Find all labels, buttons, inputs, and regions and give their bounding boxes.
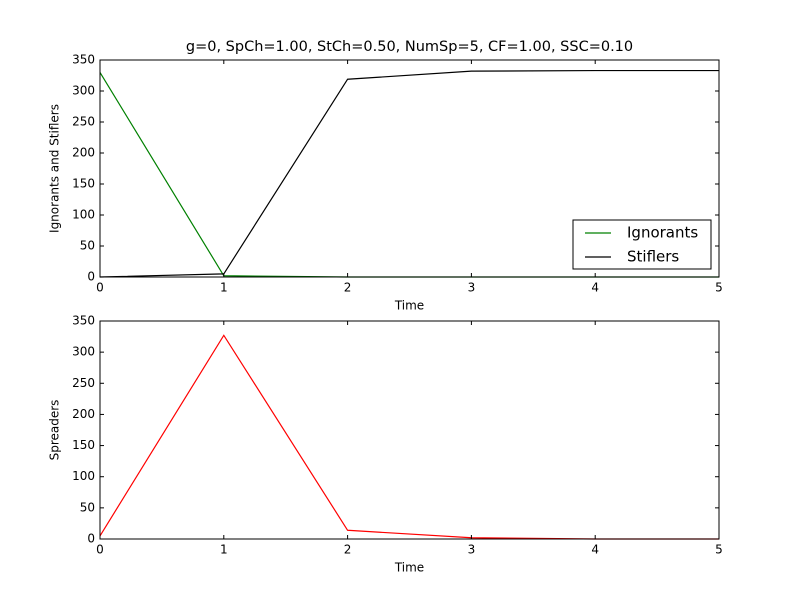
x-tick-label: 4: [591, 281, 599, 295]
y-tick-label: 200: [72, 146, 95, 160]
series-line: [99, 69, 719, 278]
y-tick-label: 0: [87, 270, 95, 284]
y-tick-label: 300: [72, 84, 95, 98]
series-line: [99, 334, 719, 540]
y-tick-label: 300: [72, 345, 95, 359]
y-tick-label: 250: [72, 376, 95, 390]
x-tick-label: 1: [220, 281, 228, 295]
x-axis-label: Time: [394, 299, 424, 313]
y-tick-label: 250: [72, 115, 95, 129]
y-tick-label: 0: [87, 532, 95, 546]
x-tick-label: 5: [715, 543, 723, 557]
y-tick-label: 350: [72, 53, 95, 67]
y-tick-label: 350: [72, 314, 95, 328]
y-tick-label: 150: [72, 177, 95, 191]
legend-label: Stiflers: [627, 248, 679, 266]
y-tick-label: 200: [72, 407, 95, 421]
x-tick-label: 2: [344, 281, 352, 295]
x-tick-label: 4: [591, 543, 599, 557]
x-tick-label: 0: [96, 543, 104, 557]
legend-label: Ignorants: [627, 224, 698, 242]
plot-frame: [99, 320, 720, 540]
x-axis-label: Time: [394, 561, 424, 575]
x-tick-label: 3: [468, 281, 476, 295]
legend: Ignorants Stiflers: [572, 219, 712, 270]
y-tick-label: 100: [72, 208, 95, 222]
x-tick-label: 1: [220, 543, 228, 557]
chart-title: g=0, SpCh=1.00, StCh=0.50, NumSp=5, CF=1…: [186, 39, 633, 55]
x-tick-label: 0: [96, 281, 104, 295]
x-tick-label: 2: [344, 543, 352, 557]
plot-frame: [99, 59, 720, 278]
x-tick-label: 5: [715, 281, 723, 295]
y-tick-label: 50: [80, 239, 95, 253]
x-tick-label: 3: [468, 543, 476, 557]
y-axis-label: Spreaders: [48, 400, 62, 461]
y-tick-label: 150: [72, 438, 95, 452]
y-tick-label: 100: [72, 469, 95, 483]
y-tick-label: 50: [80, 500, 95, 514]
legend-box: [572, 219, 712, 270]
y-axis-label: Ignorants and Stiflers: [48, 104, 62, 233]
